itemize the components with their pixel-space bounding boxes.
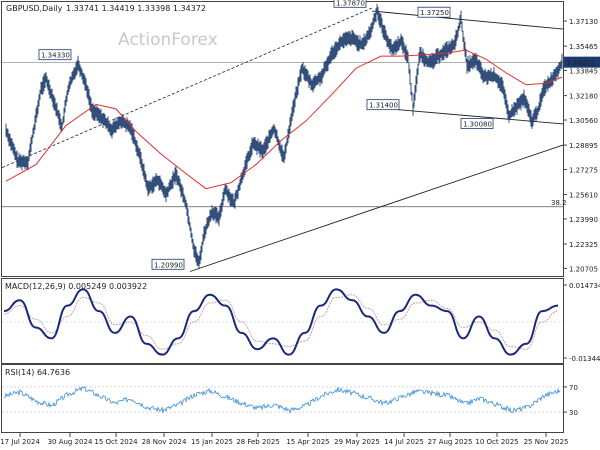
price-y-tick-label: 1.20705 xyxy=(569,265,598,273)
price-label-box xyxy=(38,49,72,61)
current-price-tag xyxy=(564,56,600,68)
rsi-panel xyxy=(1,364,564,433)
x-tick-label: 10 Oct 2025 xyxy=(475,438,518,446)
x-tick-label: 28 Feb 2025 xyxy=(236,438,280,446)
price-y-tick-label: 1.23990 xyxy=(569,216,598,224)
price-label: 1.37870 xyxy=(336,0,365,7)
macd-y-tick-label: -0.013442 xyxy=(569,355,600,363)
price-label: 1.20990 xyxy=(154,261,183,269)
x-tick-label: 15 Apr 2025 xyxy=(286,438,329,446)
macd-line xyxy=(3,288,559,356)
rsi-line xyxy=(3,385,561,414)
macd-panel xyxy=(1,278,564,364)
price-y-tick-label: 1.32180 xyxy=(569,93,598,101)
price-y-tick-label: 1.33845 xyxy=(569,68,598,76)
fib-label: 38.2 xyxy=(551,199,567,207)
x-tick-label: 15 Oct 2024 xyxy=(94,438,138,446)
watermark: ActionForex xyxy=(118,30,218,50)
price-label: 1.30080 xyxy=(463,120,492,128)
rsi-title: RSI(14) 64.7636 xyxy=(5,368,70,377)
price-layer: 38.2 1.34330 1.37870 1.37250 1.31400 1.30080 1… xyxy=(1,0,567,272)
price-label-box xyxy=(333,0,367,8)
price-panel xyxy=(1,1,564,277)
price-y-tick-label: 1.35465 xyxy=(569,43,598,51)
price-label: 1.37250 xyxy=(420,9,449,17)
price-y-tick-label: 1.30560 xyxy=(569,117,598,125)
axis-layer: 1.37130 1.35465 1.33845 1.32180 1.30560 1.288… xyxy=(0,18,600,446)
rsi-layer xyxy=(2,385,563,414)
channel-top-line xyxy=(371,10,564,30)
macd-title: MACD(12,26,9) 0.005249 0.003922 xyxy=(5,282,147,291)
x-tick-label: 28 Nov 2024 xyxy=(142,438,187,446)
price-y-tick-label: 1.22325 xyxy=(569,241,598,249)
price-y-tick-label: 1.27275 xyxy=(569,166,598,174)
price-y-tick-label: 1.25610 xyxy=(569,192,598,200)
macd-current-bg xyxy=(564,317,600,327)
macd-y-tick-label: 0.014734 xyxy=(569,282,600,290)
dashed-channel-line xyxy=(1,7,373,168)
x-tick-label: 30 Aug 2024 xyxy=(48,438,93,446)
price-label-box xyxy=(151,258,185,270)
price-label: 1.31400 xyxy=(369,102,398,110)
x-tick-label: 15 Jan 2025 xyxy=(191,438,233,446)
price-label-box xyxy=(417,6,451,18)
x-tick-label: 29 May 2025 xyxy=(334,438,380,446)
price-label-box xyxy=(366,99,400,111)
price-label: 1.34330 xyxy=(41,52,70,60)
x-tick-label: 17 Jul 2024 xyxy=(0,438,40,446)
symbol-label: GBPUSD,Daily xyxy=(6,4,63,13)
support-trendline xyxy=(189,144,564,272)
macd-signal-line xyxy=(3,294,559,350)
x-tick-label: 27 Aug 2025 xyxy=(428,438,473,446)
current-price-label: 1.34372 xyxy=(566,60,595,68)
rsi-y-tick-label: 70 xyxy=(569,384,578,392)
macd-layer xyxy=(2,288,563,356)
x-tick-label: 14 Jul 2025 xyxy=(384,438,424,446)
rsi-y-tick-label: 30 xyxy=(569,409,578,417)
ohlc-label: 1.33741 1.34419 1.33398 1.34372 xyxy=(66,4,206,13)
x-tick-label: 25 Nov 2025 xyxy=(524,438,569,446)
price-y-tick-label: 1.28895 xyxy=(569,142,598,150)
price-y-tick-label: 1.37130 xyxy=(569,18,598,26)
price-label-box xyxy=(460,118,494,129)
moving-average-line xyxy=(5,49,563,190)
